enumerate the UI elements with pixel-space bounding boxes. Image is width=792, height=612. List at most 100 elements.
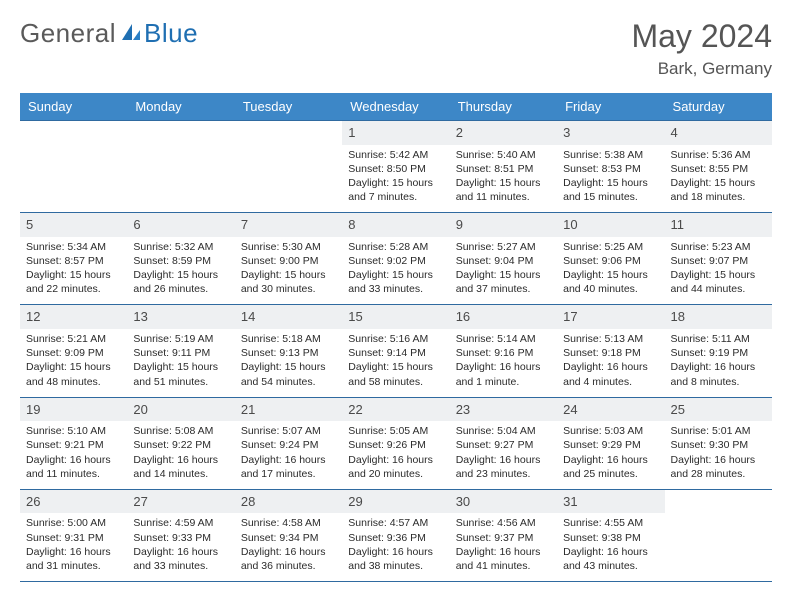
sunset-text: Sunset: 9:14 PM <box>348 346 443 360</box>
day-number: 18 <box>665 305 772 329</box>
daylight-text: Daylight: 16 hours and 4 minutes. <box>563 360 658 388</box>
brand-part1: General <box>20 18 116 49</box>
calendar-cell: 25Sunrise: 5:01 AMSunset: 9:30 PMDayligh… <box>665 397 772 489</box>
day-number: 16 <box>450 305 557 329</box>
calendar-cell: 16Sunrise: 5:14 AMSunset: 9:16 PMDayligh… <box>450 305 557 397</box>
day-number: 23 <box>450 398 557 422</box>
calendar-cell: 12Sunrise: 5:21 AMSunset: 9:09 PMDayligh… <box>20 305 127 397</box>
calendar-cell: 30Sunrise: 4:56 AMSunset: 9:37 PMDayligh… <box>450 489 557 581</box>
sunset-text: Sunset: 8:57 PM <box>26 254 121 268</box>
daylight-text: Daylight: 15 hours and 22 minutes. <box>26 268 121 296</box>
calendar-cell: . <box>235 121 342 213</box>
calendar-cell: 20Sunrise: 5:08 AMSunset: 9:22 PMDayligh… <box>127 397 234 489</box>
calendar-cell: . <box>127 121 234 213</box>
calendar-cell: 6Sunrise: 5:32 AMSunset: 8:59 PMDaylight… <box>127 213 234 305</box>
sunrise-text: Sunrise: 5:00 AM <box>26 516 121 530</box>
sunset-text: Sunset: 9:36 PM <box>348 531 443 545</box>
day-number: 27 <box>127 490 234 514</box>
calendar-cell: 5Sunrise: 5:34 AMSunset: 8:57 PMDaylight… <box>20 213 127 305</box>
sunset-text: Sunset: 9:13 PM <box>241 346 336 360</box>
sunrise-text: Sunrise: 5:38 AM <box>563 148 658 162</box>
day-number: 6 <box>127 213 234 237</box>
day-number: 30 <box>450 490 557 514</box>
daylight-text: Daylight: 16 hours and 43 minutes. <box>563 545 658 573</box>
sunrise-text: Sunrise: 5:11 AM <box>671 332 766 346</box>
daylight-text: Daylight: 15 hours and 58 minutes. <box>348 360 443 388</box>
calendar-cell: 28Sunrise: 4:58 AMSunset: 9:34 PMDayligh… <box>235 489 342 581</box>
calendar-cell: 29Sunrise: 4:57 AMSunset: 9:36 PMDayligh… <box>342 489 449 581</box>
weekday-header: Thursday <box>450 93 557 121</box>
calendar-cell: 21 Sunrise: 5:07 AMSunset: 9:24 PMDayligh… <box>235 397 342 489</box>
sunrise-text: Sunrise: 4:58 AM <box>241 516 336 530</box>
sunset-text: Sunset: 9:33 PM <box>133 531 228 545</box>
sunset-text: Sunset: 9:04 PM <box>456 254 551 268</box>
daylight-text: Daylight: 16 hours and 36 minutes. <box>241 545 336 573</box>
sunset-text: Sunset: 9:29 PM <box>563 438 658 452</box>
sunrise-text: Sunrise: 5:42 AM <box>348 148 443 162</box>
day-number: 21 <box>235 398 342 422</box>
sunset-text: Sunset: 9:21 PM <box>26 438 121 452</box>
weekday-header: Wednesday <box>342 93 449 121</box>
daylight-text: Daylight: 16 hours and 31 minutes. <box>26 545 121 573</box>
sunrise-text: Sunrise: 5:40 AM <box>456 148 551 162</box>
calendar-cell: 1 Sunrise: 5:42 AMSunset: 8:50 PMDaylight… <box>342 121 449 213</box>
calendar-cell: 7Sunrise: 5:30 AMSunset: 9:00 PMDaylight… <box>235 213 342 305</box>
sunset-text: Sunset: 8:59 PM <box>133 254 228 268</box>
calendar-row: ...1Sunrise: 5:42 AMSunset: 8:50 PMDayli… <box>20 121 772 213</box>
sail-icon <box>120 18 142 49</box>
daylight-text: Daylight: 16 hours and 33 minutes. <box>133 545 228 573</box>
sunset-text: Sunset: 9:27 PM <box>456 438 551 452</box>
calendar-cell: 24Sunrise: 5:03 AMSunset: 9:29 PMDayligh… <box>557 397 664 489</box>
day-number: 10 <box>557 213 664 237</box>
title-block: May 2024 Bark, Germany <box>631 18 772 79</box>
calendar-cell: 15Sunrise: 5:16 AMSunset: 9:14 PMDayligh… <box>342 305 449 397</box>
sunset-text: Sunset: 8:53 PM <box>563 162 658 176</box>
day-number: 13 <box>127 305 234 329</box>
sunset-text: Sunset: 9:38 PM <box>563 531 658 545</box>
calendar-cell: . <box>665 489 772 581</box>
day-number: 24 <box>557 398 664 422</box>
sunrise-text: Sunrise: 5:13 AM <box>563 332 658 346</box>
sunset-text: Sunset: 8:50 PM <box>348 162 443 176</box>
sunset-text: Sunset: 9:31 PM <box>26 531 121 545</box>
sunset-text: Sunset: 9:22 PM <box>133 438 228 452</box>
calendar-cell: 10Sunrise: 5:25 AMSunset: 9:06 PMDayligh… <box>557 213 664 305</box>
sunrise-text: Sunrise: 4:57 AM <box>348 516 443 530</box>
calendar-cell: 19Sunrise: 5:10 AMSunset: 9:21 PMDayligh… <box>20 397 127 489</box>
month-title: May 2024 <box>631 18 772 55</box>
header: General Blue May 2024 Bark, Germany <box>20 18 772 79</box>
sunrise-text: Sunrise: 5:19 AM <box>133 332 228 346</box>
day-number: 25 <box>665 398 772 422</box>
daylight-text: Daylight: 15 hours and 44 minutes. <box>671 268 766 296</box>
sunset-text: Sunset: 8:55 PM <box>671 162 766 176</box>
daylight-text: Daylight: 16 hours and 17 minutes. <box>241 453 336 481</box>
day-number: 15 <box>342 305 449 329</box>
day-number: 31 <box>557 490 664 514</box>
sunset-text: Sunset: 9:09 PM <box>26 346 121 360</box>
sunrise-text: Sunrise: 5:27 AM <box>456 240 551 254</box>
sunrise-text: Sunrise: 5:07 AM <box>241 424 336 438</box>
sunset-text: Sunset: 9:34 PM <box>241 531 336 545</box>
sunrise-text: Sunrise: 5:32 AM <box>133 240 228 254</box>
sunset-text: Sunset: 9:24 PM <box>241 438 336 452</box>
daylight-text: Daylight: 15 hours and 7 minutes. <box>348 176 443 204</box>
calendar-page: General Blue May 2024 Bark, Germany Sund… <box>0 0 792 600</box>
calendar-row: 19Sunrise: 5:10 AMSunset: 9:21 PMDayligh… <box>20 397 772 489</box>
calendar-cell: 18Sunrise: 5:11 AMSunset: 9:19 PMDayligh… <box>665 305 772 397</box>
daylight-text: Daylight: 15 hours and 40 minutes. <box>563 268 658 296</box>
calendar-cell: 31Sunrise: 4:55 AMSunset: 9:38 PMDayligh… <box>557 489 664 581</box>
sunrise-text: Sunrise: 5:28 AM <box>348 240 443 254</box>
sunrise-text: Sunrise: 5:36 AM <box>671 148 766 162</box>
calendar-cell: 27Sunrise: 4:59 AMSunset: 9:33 PMDayligh… <box>127 489 234 581</box>
calendar-cell: 14Sunrise: 5:18 AMSunset: 9:13 PMDayligh… <box>235 305 342 397</box>
daylight-text: Daylight: 16 hours and 38 minutes. <box>348 545 443 573</box>
daylight-text: Daylight: 16 hours and 28 minutes. <box>671 453 766 481</box>
day-number: 8 <box>342 213 449 237</box>
day-number: 1 <box>342 121 449 145</box>
day-number: 3 <box>557 121 664 145</box>
calendar-cell: 3Sunrise: 5:38 AMSunset: 8:53 PMDaylight… <box>557 121 664 213</box>
calendar-cell: 22Sunrise: 5:05 AMSunset: 9:26 PMDayligh… <box>342 397 449 489</box>
calendar-table: SundayMondayTuesdayWednesdayThursdayFrid… <box>20 93 772 582</box>
daylight-text: Daylight: 15 hours and 51 minutes. <box>133 360 228 388</box>
sunrise-text: Sunrise: 5:05 AM <box>348 424 443 438</box>
